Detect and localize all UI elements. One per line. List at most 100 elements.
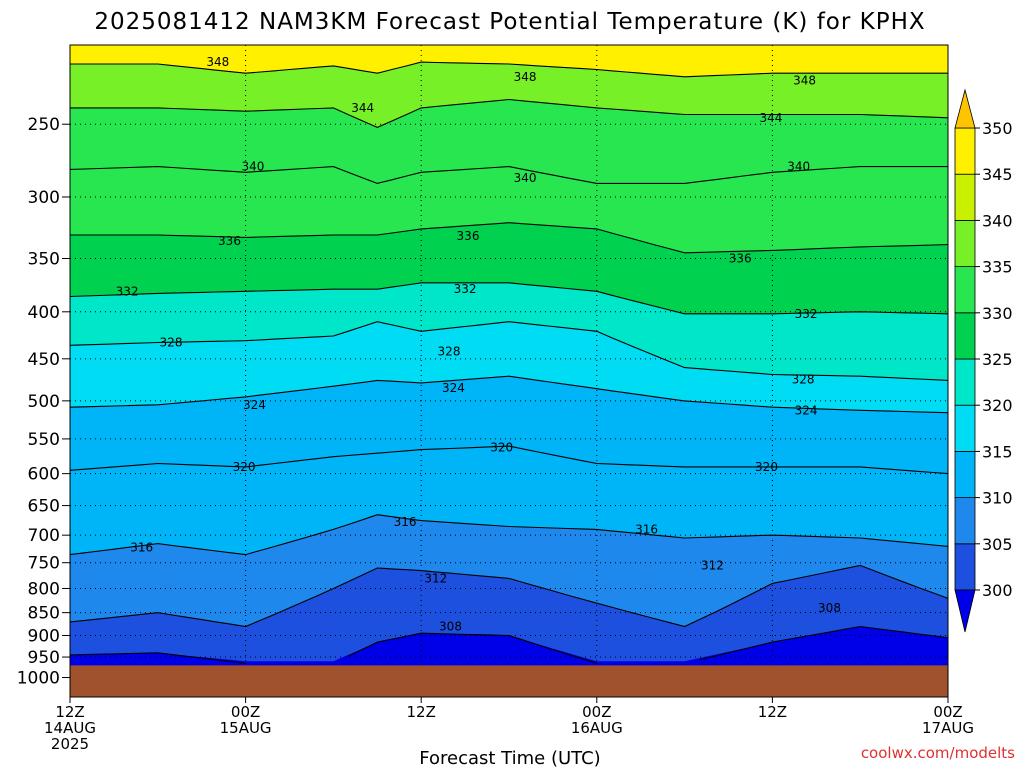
isentrope-328 <box>70 321 948 381</box>
y-axis: 250 300 350 400 450 500 550 600 650 700 750 800 850 9… <box>17 115 70 689</box>
colorbar-segment <box>954 173 976 221</box>
contour-label: 336 <box>729 252 752 266</box>
chart-title: 2025081412 NAM3KM Forecast Potential Tem… <box>94 9 925 35</box>
isentrope-316 <box>70 514 948 556</box>
contour-label: 316 <box>635 522 658 536</box>
colorbar-segment <box>954 312 976 360</box>
y-tick-label: 1000 <box>17 669 60 689</box>
credit-text: coolwx.com/modelts <box>861 744 1015 762</box>
x-tick-label: 17AUG <box>922 719 974 737</box>
y-tick-label: 550 <box>28 430 60 450</box>
colorbar-tick-label: 300 <box>982 581 1013 600</box>
colorbar-segment <box>954 404 976 452</box>
y-tick-label: 800 <box>28 580 60 600</box>
isentrope-348 <box>70 61 948 78</box>
contour-label: 320 <box>233 460 256 474</box>
colorbar-tick-label: 305 <box>982 535 1013 554</box>
colorbar-tick-label: 325 <box>982 350 1013 369</box>
contour-label: 348 <box>793 73 816 87</box>
contour-label: 320 <box>490 441 513 455</box>
y-tick-label: 900 <box>28 627 60 647</box>
y-tick-label: 500 <box>28 392 60 412</box>
contour-label: 312 <box>701 558 724 572</box>
x-tick-label: 14AUG <box>44 719 96 737</box>
plot-area <box>70 45 948 697</box>
contour-label: 344 <box>351 101 374 115</box>
x-tick-label: 00Z <box>231 703 260 721</box>
colorbar-tick-label: 335 <box>982 258 1013 277</box>
contour-label: 316 <box>394 515 417 529</box>
y-tick-label: 300 <box>28 188 60 208</box>
plot-frame <box>69 44 949 698</box>
x-axis-label: Forecast Time (UTC) <box>419 748 600 768</box>
y-tick-label: 450 <box>28 350 60 370</box>
contour-label: 332 <box>795 307 818 321</box>
contour-label: 336 <box>218 234 241 248</box>
colorbar-segment <box>954 219 976 267</box>
y-tick-label: 350 <box>28 250 60 270</box>
colorbar-segment <box>954 450 976 498</box>
x-tick-label: 12Z <box>758 703 787 721</box>
y-tick-label: 700 <box>28 526 60 546</box>
ground-layer <box>70 665 948 697</box>
contour-label: 340 <box>787 160 810 174</box>
contour-label: 324 <box>442 381 465 395</box>
contour-label: 332 <box>116 284 139 298</box>
colorbar-segment <box>954 358 976 406</box>
contour-label: 340 <box>241 160 264 174</box>
isentrope-332 <box>70 282 948 315</box>
x-tick-label: 00Z <box>933 703 962 721</box>
colorbar-tick-label: 345 <box>982 165 1013 184</box>
contour-label: 328 <box>792 373 815 387</box>
y-tick-label: 400 <box>28 303 60 323</box>
contour-label: 348 <box>514 70 537 84</box>
isentrope-contours <box>70 61 948 664</box>
colorbar-tick-label: 340 <box>982 211 1013 230</box>
contour-label: 348 <box>206 55 229 69</box>
isentrope-336 <box>70 222 948 254</box>
x-tick-label: 00Z <box>582 703 611 721</box>
colorbar-segment <box>954 543 976 591</box>
colorbar-tick-label: 310 <box>982 489 1013 508</box>
y-tick-label: 600 <box>28 465 60 485</box>
x-tick-label: 12Z <box>55 703 84 721</box>
contour-label: 332 <box>454 282 477 296</box>
isentrope-344 <box>70 98 948 129</box>
isentrope-340 <box>70 166 948 184</box>
contour-labels: 348 348 348 344 344 340 340 340 336 336 336 332 332 3… <box>116 55 841 633</box>
x-tick-label: 15AUG <box>220 719 272 737</box>
y-tick-label: 250 <box>28 115 60 135</box>
y-tick-label: 850 <box>28 604 60 624</box>
colorbar-tick-label: 315 <box>982 442 1013 461</box>
colorbar-tick-label: 320 <box>982 396 1013 415</box>
contour-label: 308 <box>818 601 841 615</box>
colorbar-segment <box>954 497 976 545</box>
contour-label: 328 <box>160 336 183 350</box>
contour-label: 324 <box>795 403 818 417</box>
contour-label: 316 <box>130 541 153 555</box>
isentrope-312 <box>70 564 948 628</box>
colorbar-tick-label: 350 <box>982 119 1013 138</box>
colorbar-extend-top <box>954 88 976 129</box>
contour-label: 308 <box>439 620 462 634</box>
contour-label: 344 <box>759 111 782 125</box>
x-tick-label: 12Z <box>407 703 436 721</box>
colorbar-tick-label: 330 <box>982 304 1013 323</box>
temperature-bands <box>70 45 948 697</box>
colorbar-segment <box>954 266 976 314</box>
y-tick-label: 750 <box>28 554 60 574</box>
x-tick-label: 16AUG <box>571 719 623 737</box>
y-tick-label: 950 <box>28 648 60 668</box>
grid-lines <box>70 45 948 697</box>
isentrope-320 <box>70 445 948 475</box>
x-tick-label: 2025 <box>51 735 89 753</box>
contour-label: 312 <box>424 571 447 585</box>
contour-label: 336 <box>457 229 480 243</box>
ground-rect <box>70 665 948 697</box>
isentrope-324 <box>70 375 948 414</box>
colorbar-segment <box>954 127 976 175</box>
contour-label: 324 <box>243 398 266 412</box>
contour-label: 320 <box>755 460 778 474</box>
